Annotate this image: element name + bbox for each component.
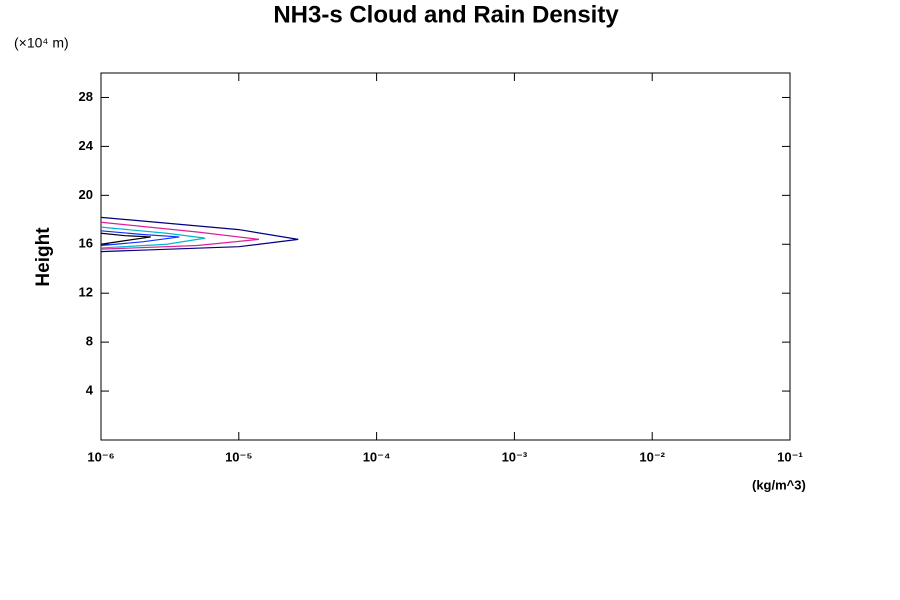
x-tick-label: 10⁻⁵ bbox=[225, 449, 252, 464]
x-tick-label: 10⁻⁴ bbox=[363, 449, 391, 464]
contour-line bbox=[100, 216, 299, 253]
y-tick-label: 24 bbox=[79, 138, 94, 153]
y-axis-label: Height bbox=[33, 227, 54, 287]
contour-line bbox=[100, 230, 180, 247]
contour-line bbox=[100, 221, 260, 250]
plot-frame bbox=[100, 72, 791, 441]
contour-line bbox=[100, 226, 206, 249]
y-tick-label: 20 bbox=[79, 187, 93, 202]
x-tick-label: 10⁻² bbox=[639, 449, 665, 464]
contour-line bbox=[100, 232, 151, 245]
y-tick-label: 28 bbox=[79, 89, 93, 104]
chart-title: NH3-s Cloud and Rain Density bbox=[273, 1, 619, 28]
y-tick-label: 4 bbox=[86, 383, 94, 398]
y-unit: (×10⁴ m) bbox=[14, 35, 69, 51]
x-tick-label: 10⁻⁶ bbox=[87, 449, 114, 464]
x-tick-label: 10⁻³ bbox=[502, 449, 528, 464]
y-tick-label: 16 bbox=[79, 236, 93, 251]
x-unit: (kg/m^3) bbox=[752, 477, 806, 492]
y-tick-label: 12 bbox=[79, 285, 93, 300]
y-tick-label: 8 bbox=[86, 334, 93, 349]
x-tick-label: 10⁻¹ bbox=[777, 449, 803, 464]
